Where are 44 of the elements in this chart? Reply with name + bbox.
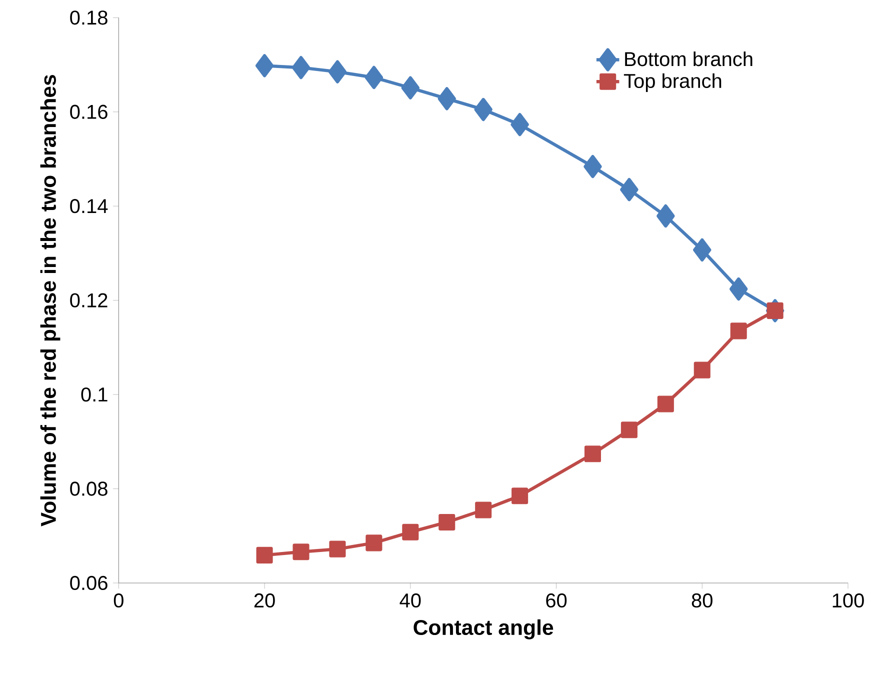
legend-label: Bottom branch	[625, 52, 752, 66]
point	[366, 534, 382, 552]
y-tick-label: 0.06	[70, 576, 108, 590]
x-tick-label: 0	[114, 593, 124, 608]
point	[292, 56, 310, 80]
point	[438, 514, 456, 530]
point	[620, 178, 638, 202]
x-tick-label: 60	[546, 593, 567, 608]
y-tick-label: 0.12	[70, 293, 108, 308]
point	[694, 362, 710, 378]
point	[256, 546, 273, 564]
point	[730, 322, 747, 340]
point	[329, 540, 346, 558]
point	[255, 54, 274, 78]
point	[512, 488, 528, 504]
x-tick-label: 80	[692, 593, 712, 608]
point	[620, 422, 638, 438]
point	[584, 154, 602, 178]
x-tick-label: 40	[400, 593, 421, 608]
point	[474, 98, 492, 122]
y-tick-label: 0.18	[70, 10, 108, 25]
x-tick-label: 100	[832, 593, 864, 608]
x-axis-title: Contact angle	[414, 619, 554, 640]
legend-label: Top branch	[624, 73, 722, 92]
point	[656, 204, 675, 228]
y-tick-label: 0.08	[70, 482, 108, 496]
point	[510, 113, 529, 136]
point	[730, 277, 748, 301]
y-tick-label: 0.16	[70, 104, 108, 119]
point	[402, 524, 419, 540]
point	[401, 76, 420, 100]
point	[693, 238, 712, 262]
point	[328, 60, 347, 84]
point	[475, 502, 492, 518]
point	[766, 302, 784, 319]
point	[364, 66, 384, 90]
point	[292, 544, 310, 560]
y-tick-label: 0.14	[70, 199, 108, 214]
point	[584, 446, 602, 462]
x-tick-label: 20	[254, 593, 275, 608]
y-tick-label: 0.1	[81, 387, 108, 402]
y-axis-title: Volume of the red phase in the two branches	[40, 75, 60, 526]
point	[657, 396, 674, 412]
point	[438, 87, 456, 110]
